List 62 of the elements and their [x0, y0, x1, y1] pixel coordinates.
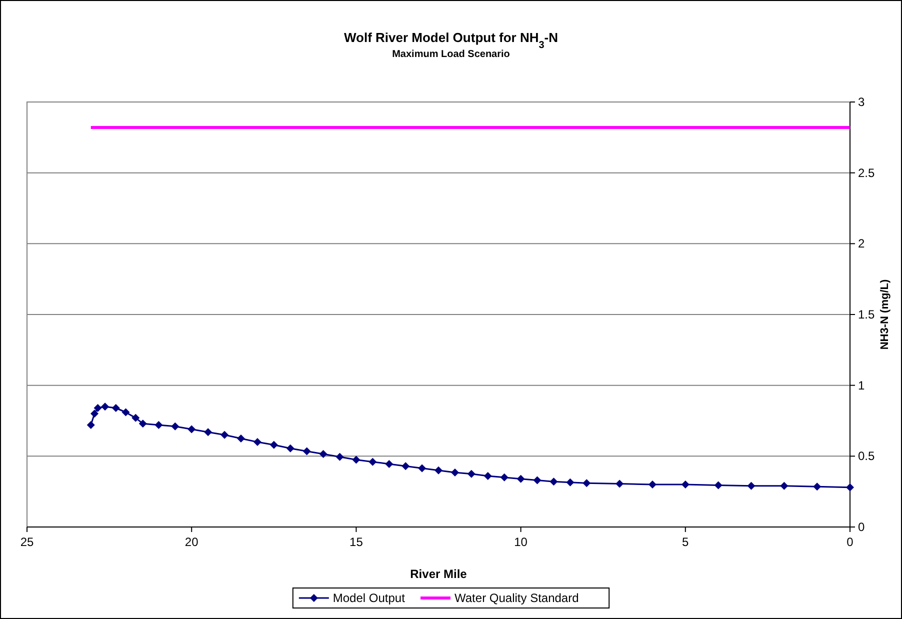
point [450, 468, 459, 476]
point [270, 440, 278, 449]
point [154, 421, 163, 429]
x-axis-title: River Mile [410, 567, 468, 581]
point [286, 444, 294, 452]
point [714, 481, 722, 490]
chart-title: Wolf River Model Output for NH$_{3}$-N [344, 30, 558, 50]
chart-subtitle: Maximum Load Scenario [392, 49, 510, 60]
legend-label: Model Output [332, 591, 406, 605]
point [352, 456, 360, 464]
point [204, 428, 212, 436]
x-tick-label: 25 [20, 535, 34, 549]
point [846, 483, 854, 492]
point [648, 480, 656, 488]
point [681, 480, 690, 488]
point [188, 425, 196, 434]
point [533, 476, 542, 484]
y-tick-label: 0 [858, 520, 865, 534]
point [112, 404, 120, 412]
x-tick-label: 15 [350, 535, 364, 549]
point [171, 422, 180, 430]
y-tick-label: 2.5 [858, 166, 876, 180]
point [236, 434, 245, 442]
point [780, 482, 788, 490]
point [253, 438, 262, 446]
y-tick-label: 1.5 [858, 308, 876, 322]
point [368, 458, 377, 466]
point [122, 408, 130, 416]
point [336, 452, 344, 461]
x-tick-label: 20 [184, 535, 199, 549]
y-tick-label: 3 [858, 95, 865, 109]
point [90, 410, 98, 418]
point [101, 402, 110, 411]
point [582, 479, 591, 488]
x-tick-label: 10 [514, 535, 528, 549]
y-axis-title: NH3-N (mg/L) [879, 279, 891, 350]
point [484, 472, 492, 480]
point [467, 470, 476, 478]
y-tick-label: 2 [858, 236, 865, 251]
point [500, 473, 508, 482]
legend-label: Water Quality Standard [454, 591, 579, 605]
point [550, 478, 558, 486]
point [319, 450, 328, 458]
point [418, 464, 426, 472]
point [385, 460, 394, 468]
point [138, 420, 147, 428]
point [516, 474, 525, 483]
point [747, 482, 756, 490]
point [434, 466, 442, 474]
point [813, 482, 822, 491]
point [402, 462, 410, 470]
y-tick-label: 1 [858, 378, 865, 392]
point [566, 478, 574, 486]
point [220, 430, 229, 439]
point [94, 404, 102, 412]
point [302, 447, 311, 456]
point [86, 421, 95, 429]
y-tick-label: 0.5 [858, 449, 876, 464]
x-tick-label: 0 [846, 535, 854, 549]
point [132, 414, 140, 422]
point [616, 480, 624, 488]
x-tick-label: 5 [682, 535, 690, 549]
